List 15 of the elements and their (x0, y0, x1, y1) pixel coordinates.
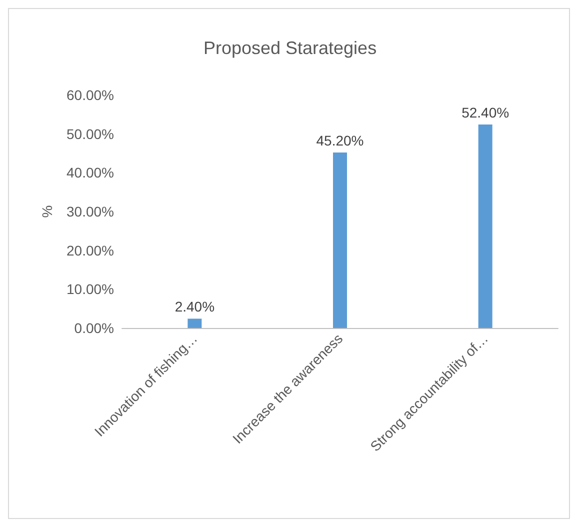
y-tick-label: 50.00% (66, 126, 114, 142)
y-tick-label: 60.00% (66, 87, 114, 103)
y-tick-label: 20.00% (66, 242, 114, 258)
y-tick-label: 40.00% (66, 164, 114, 181)
data-label: 45.20% (316, 132, 364, 148)
y-tick-label: 30.00% (66, 204, 114, 220)
y-tick-label: 10.00% (66, 281, 114, 298)
bar (478, 124, 492, 328)
y-tick-label: 0.00% (74, 320, 114, 336)
data-label: 2.40% (174, 298, 215, 315)
chart-title: Proposed Starategies (203, 38, 377, 58)
bar (333, 152, 347, 328)
data-label: 52.40% (462, 104, 510, 121)
y-axis-title: % (39, 205, 55, 218)
bar (188, 318, 202, 328)
